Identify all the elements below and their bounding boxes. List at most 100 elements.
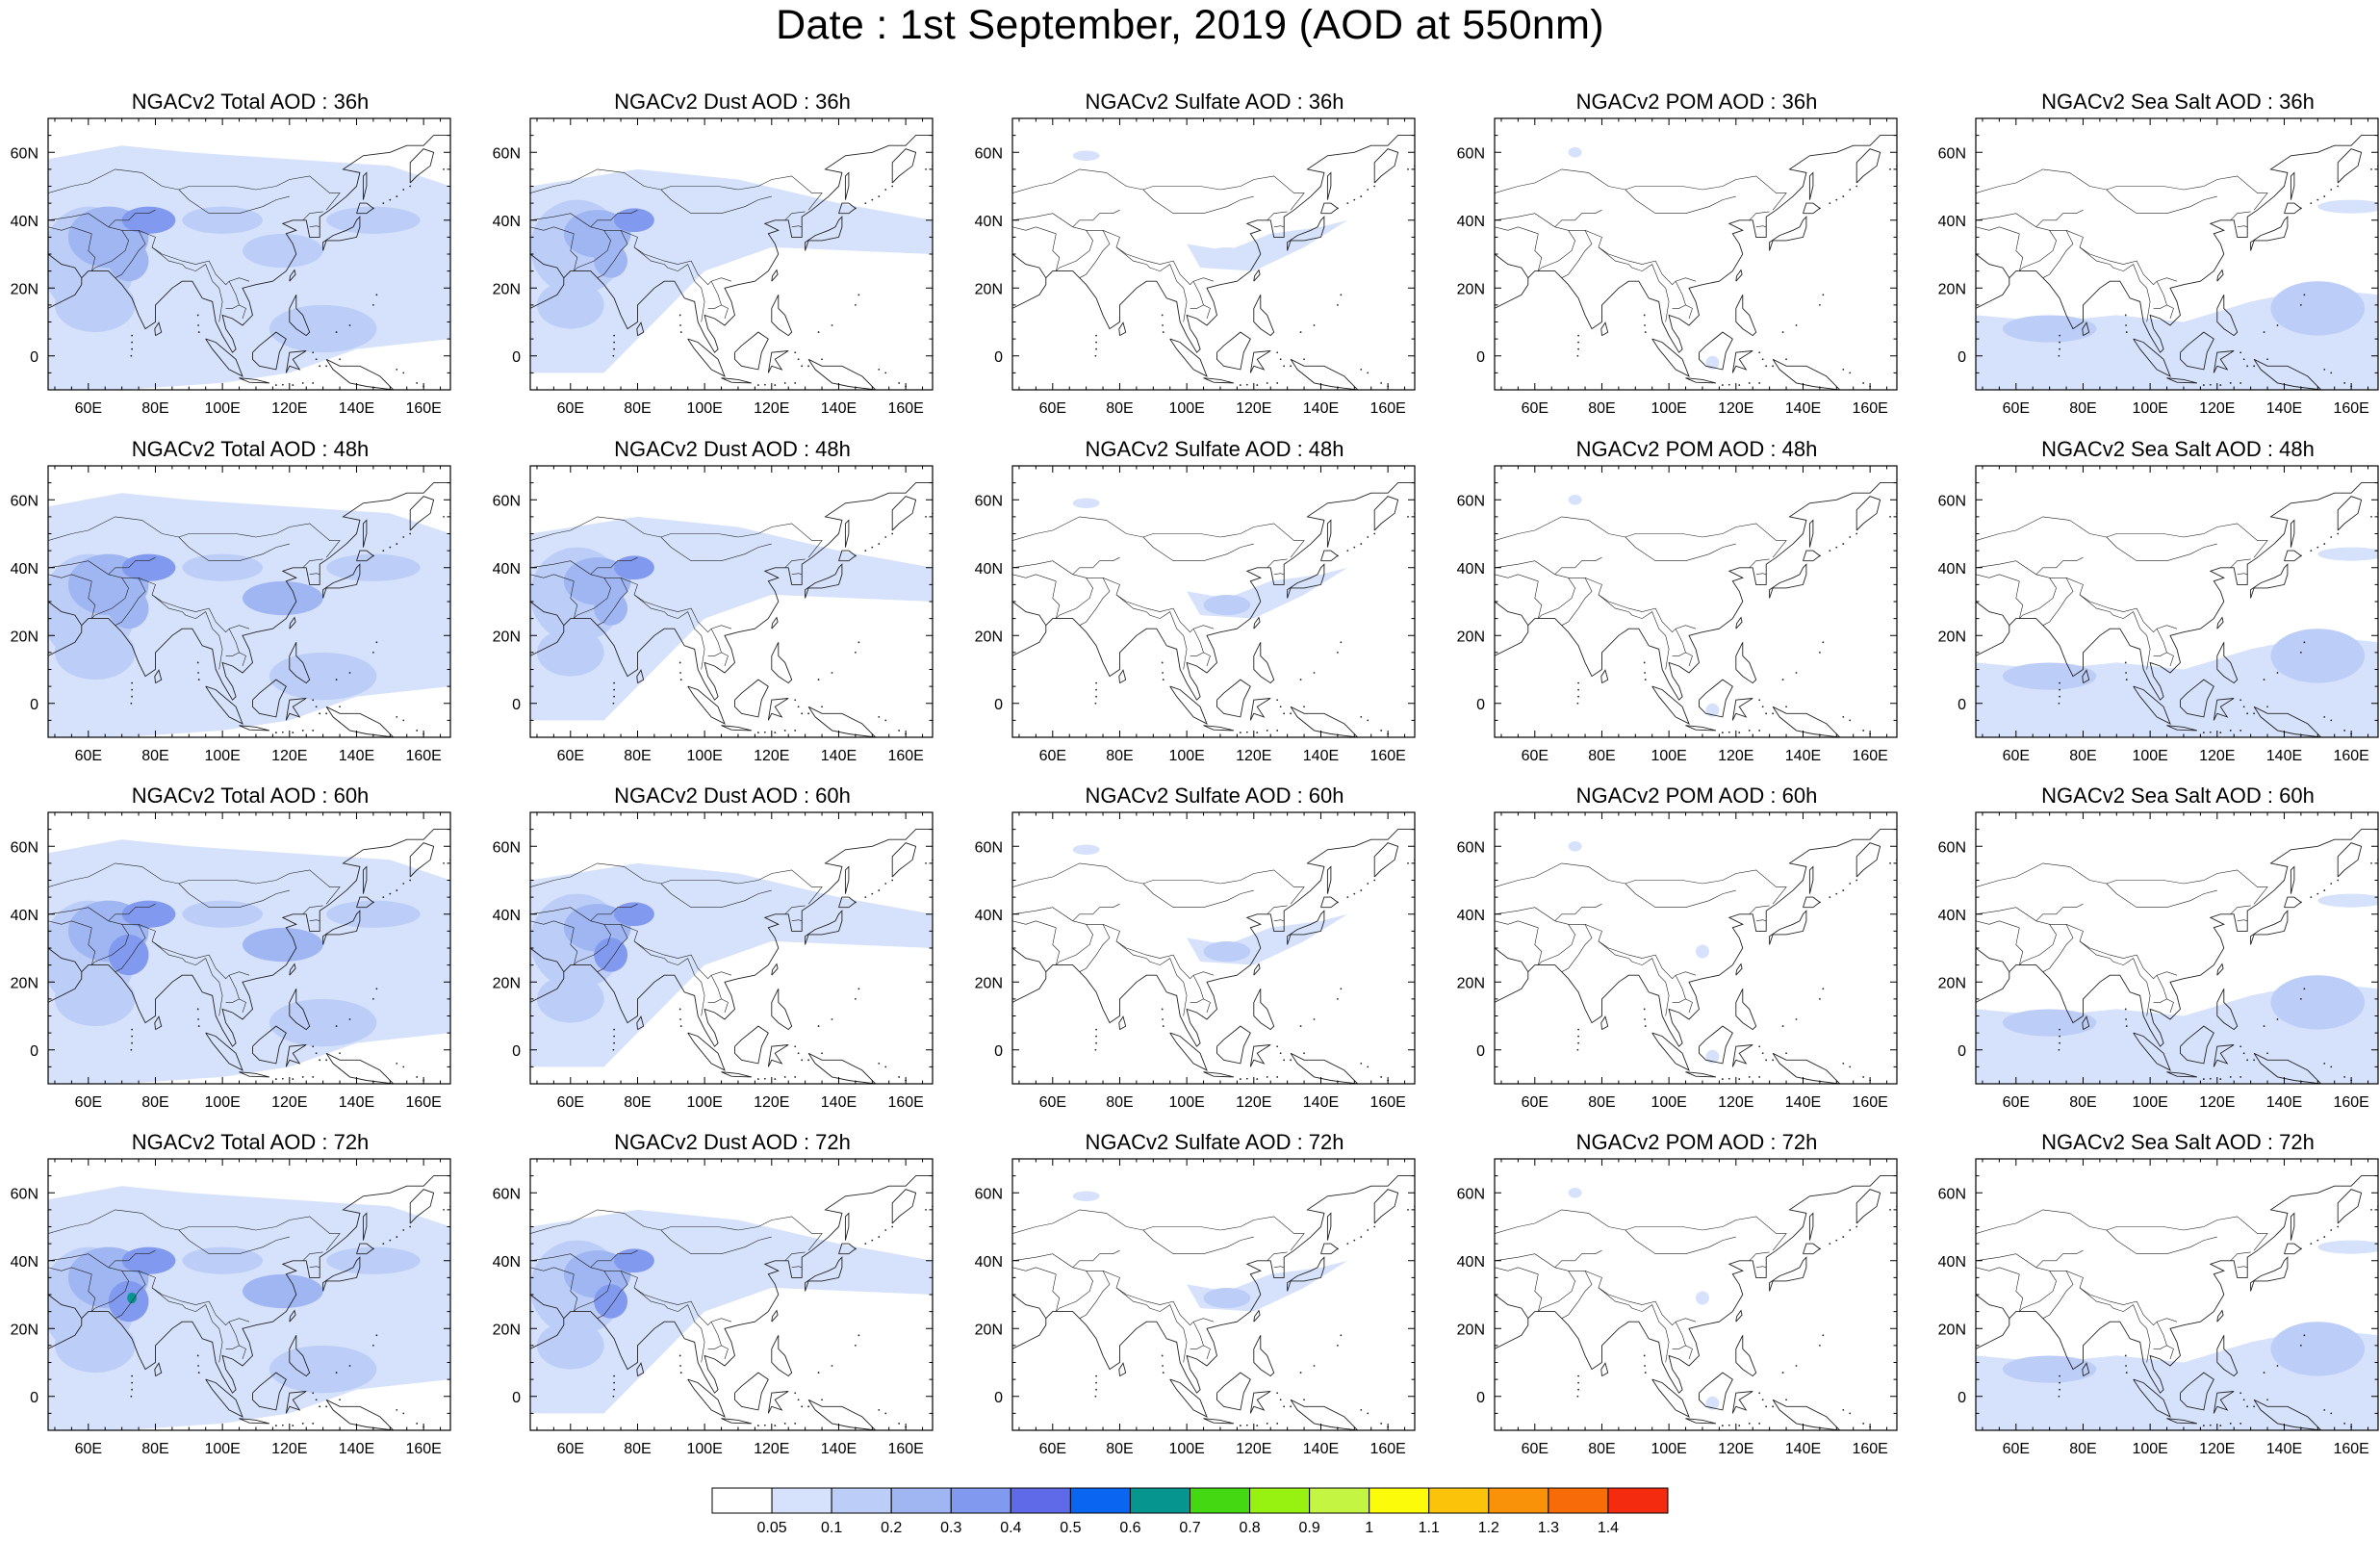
- island: [1818, 554, 1821, 557]
- country-border: [178, 883, 290, 908]
- coastline: [1735, 616, 1743, 629]
- aod-plume-nw-pacific: [326, 206, 421, 234]
- aod-pom-china: [1696, 944, 1709, 959]
- island: [396, 1236, 398, 1238]
- country-border: [597, 1271, 628, 1319]
- coastline: [356, 202, 374, 215]
- coastline: [1600, 1362, 1609, 1376]
- aod-field: [1568, 146, 1720, 370]
- coastlines: [1012, 829, 1415, 1084]
- island: [371, 303, 374, 306]
- country-border: [48, 1253, 250, 1326]
- panel-title: NGACv2 Dust AOD : 72h: [614, 1130, 851, 1154]
- lat-tick-label: 0: [30, 349, 38, 366]
- country-border: [2042, 1271, 2074, 1319]
- country-border: [1012, 1209, 1305, 1251]
- island: [2337, 532, 2340, 535]
- coastline: [1976, 1318, 2010, 1349]
- country-border: [1072, 209, 1120, 228]
- island: [756, 1425, 759, 1426]
- country-border: [108, 556, 156, 576]
- country-border: [48, 1209, 341, 1251]
- coastline: [1769, 1256, 1807, 1292]
- coastline: [1600, 669, 1609, 683]
- country-border: [791, 225, 803, 228]
- island: [1095, 1374, 1097, 1377]
- country-border: [597, 578, 628, 626]
- island: [443, 515, 445, 518]
- island: [436, 1433, 438, 1435]
- country-border: [115, 578, 146, 626]
- island: [1748, 1423, 1751, 1425]
- island: [1849, 536, 1852, 538]
- colorbar-swatch: [1010, 1487, 1071, 1514]
- island: [1727, 731, 1730, 733]
- country-border: [2015, 1273, 2024, 1312]
- lon-tick-label: 60E: [75, 400, 102, 417]
- island: [1400, 740, 1402, 742]
- aod-pom-china: [1696, 1291, 1709, 1305]
- lon-tick-label: 80E: [1106, 400, 1133, 417]
- coastline: [322, 910, 361, 945]
- island: [1373, 532, 1376, 535]
- island: [2209, 1424, 2212, 1426]
- country-border: [2079, 246, 2151, 322]
- coastline: [409, 1189, 435, 1224]
- island: [678, 1008, 681, 1011]
- panel-title: NGACv2 POM AOD : 72h: [1575, 1130, 1818, 1154]
- lat-tick-label: 0: [30, 1043, 38, 1060]
- coastline: [1326, 1212, 1332, 1241]
- lat-tick-label: 20N: [1457, 975, 1485, 991]
- coastline: [2082, 1015, 2090, 1030]
- island: [131, 1388, 133, 1391]
- coastline: [325, 1399, 395, 1430]
- country-border: [2153, 1345, 2167, 1349]
- island: [1276, 1423, 1279, 1425]
- coastline: [1772, 1052, 1841, 1084]
- coastline: [1012, 277, 1047, 309]
- coastline: [1855, 148, 1881, 184]
- island: [1795, 1365, 1798, 1367]
- island: [1765, 365, 1768, 368]
- country-border: [1534, 580, 1543, 619]
- island: [1758, 699, 1761, 702]
- panel-title: NGACv2 Sea Salt AOD : 36h: [2041, 90, 2315, 114]
- island: [2209, 383, 2212, 386]
- aod-seasalt-north-pacific: [2317, 1240, 2378, 1254]
- lon-tick-label: 140E: [1303, 748, 1339, 764]
- island: [2330, 372, 2333, 374]
- island: [1781, 331, 1784, 333]
- country-border: [1495, 1267, 1539, 1275]
- coastline: [530, 829, 933, 1047]
- country-border: [1976, 862, 2268, 905]
- island: [1577, 1041, 1579, 1044]
- colorbar-label: 0.9: [1299, 1520, 1320, 1536]
- coastline: [1600, 321, 1609, 336]
- island: [1336, 1247, 1339, 1250]
- aod-plume-pacific: [269, 652, 377, 701]
- aod-plume-pacific: [269, 304, 377, 353]
- island: [1283, 1405, 1286, 1408]
- coastline: [1976, 625, 2010, 656]
- island: [1721, 732, 1724, 733]
- lat-tick-label: 0: [1958, 697, 1966, 713]
- aod-field: [530, 862, 933, 1067]
- coastline: [2250, 1256, 2289, 1292]
- island: [1094, 1395, 1097, 1398]
- coastlines: [1012, 135, 1415, 395]
- island: [1360, 715, 1363, 718]
- coastline: [771, 1335, 793, 1377]
- island: [918, 1087, 920, 1089]
- island: [1313, 672, 1316, 674]
- country-border: [1115, 1287, 1188, 1363]
- island: [1340, 988, 1343, 990]
- island: [1400, 393, 1402, 395]
- coastline: [636, 669, 645, 683]
- island: [1849, 883, 1852, 885]
- aod-plume-nw-pacific: [326, 553, 421, 581]
- island: [1721, 384, 1724, 386]
- map-panel: NGACv2 Sea Salt AOD : 36h 60E 80E 100E 120E 1…: [1938, 90, 2380, 417]
- coastline: [2166, 377, 2198, 384]
- island: [131, 1381, 133, 1384]
- country-border: [2230, 558, 2251, 569]
